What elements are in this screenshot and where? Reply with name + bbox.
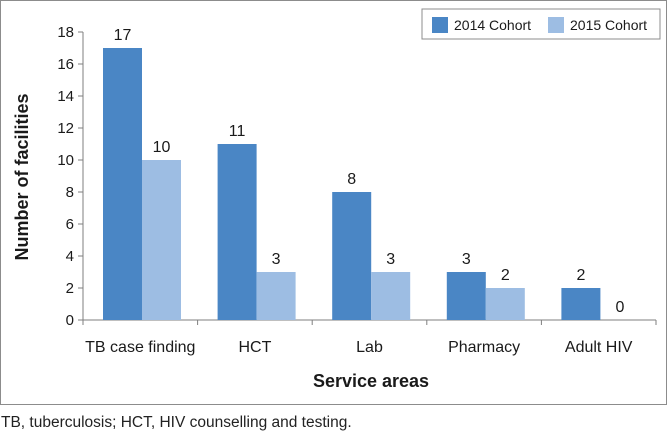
bar-2015 bbox=[142, 160, 181, 320]
legend-swatch bbox=[548, 17, 564, 33]
y-tick-label: 10 bbox=[57, 152, 74, 169]
x-axis: TB case finding HCT Lab Pharmacy Adult HIV bbox=[82, 319, 657, 356]
y-tick-label: 0 bbox=[66, 312, 74, 329]
y-tick-label: 14 bbox=[57, 88, 74, 105]
bar-2015 bbox=[256, 272, 296, 320]
x-category-label: TB case finding bbox=[85, 339, 195, 356]
bar-2014 bbox=[446, 272, 486, 320]
legend: 2014 Cohort 2015 Cohort bbox=[421, 8, 661, 40]
x-category-label: Adult HIV bbox=[565, 339, 633, 356]
bar-value-label: 8 bbox=[347, 171, 356, 188]
bar-2014 bbox=[217, 144, 257, 320]
y-tick-label: 2 bbox=[66, 280, 74, 297]
y-tick-label: 16 bbox=[57, 56, 74, 73]
bar-value-label: 17 bbox=[114, 27, 132, 44]
legend-swatch bbox=[432, 17, 448, 33]
legend-label: 2015 Cohort bbox=[570, 17, 647, 33]
bar-value-label: 3 bbox=[386, 251, 395, 268]
y-tick-label: 18 bbox=[57, 24, 74, 41]
y-tick-label: 6 bbox=[66, 216, 74, 233]
x-category-label: Lab bbox=[356, 339, 383, 356]
bar-2015 bbox=[485, 288, 525, 320]
bar-value-label: 11 bbox=[229, 123, 246, 140]
bar-2014 bbox=[103, 48, 142, 320]
bar-chart: 0 2 4 6 8 10 12 14 16 18 TB case finding HCT Lab Pha… bbox=[12, 8, 661, 391]
x-axis-title: Service areas bbox=[313, 371, 429, 391]
y-tick-label: 12 bbox=[57, 120, 74, 137]
bars bbox=[103, 48, 601, 320]
bar-value-label: 3 bbox=[462, 251, 471, 268]
y-tick-label: 4 bbox=[66, 248, 74, 265]
x-category-label: HCT bbox=[238, 339, 271, 356]
x-category-label: Pharmacy bbox=[448, 339, 520, 356]
y-axis: 0 2 4 6 8 10 12 14 16 18 bbox=[57, 24, 84, 329]
data-labels: 17 11 8 3 2 10 3 3 2 0 bbox=[114, 27, 625, 316]
bar-2014 bbox=[561, 288, 601, 320]
bar-2014 bbox=[332, 192, 372, 320]
y-axis-title: Number of facilities bbox=[12, 93, 32, 260]
figure-caption: TB, tuberculosis; HCT, HIV counselling a… bbox=[1, 414, 352, 431]
bar-value-label: 10 bbox=[153, 139, 171, 156]
bar-value-label: 2 bbox=[501, 267, 510, 284]
legend-box bbox=[421, 8, 661, 40]
y-tick-label: 8 bbox=[66, 184, 74, 201]
chart-frame: 0 2 4 6 8 10 12 14 16 18 TB case finding HCT Lab Pha… bbox=[0, 0, 667, 405]
bar-value-label: 3 bbox=[272, 251, 281, 268]
bar-2015 bbox=[371, 272, 411, 320]
bar-value-label: 0 bbox=[615, 299, 624, 316]
bar-value-label: 2 bbox=[576, 267, 585, 284]
legend-label: 2014 Cohort bbox=[454, 17, 531, 33]
